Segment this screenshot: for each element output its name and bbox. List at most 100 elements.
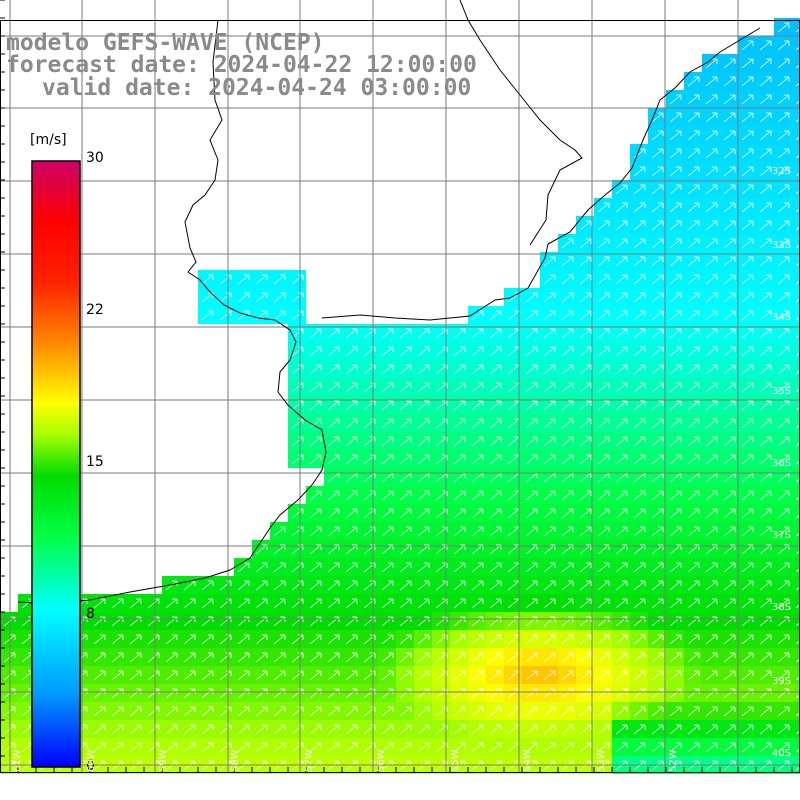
wind-arrow <box>669 256 682 267</box>
wind-arrow <box>615 184 628 195</box>
wind-arrow <box>489 436 502 447</box>
wind-arrow <box>687 382 700 393</box>
wind-arrow <box>633 364 646 375</box>
wind-arrow <box>777 148 790 159</box>
wind-arrow <box>417 382 430 393</box>
wind-cell <box>792 594 800 612</box>
wind-cell <box>792 522 800 540</box>
wind-arrow <box>633 634 646 645</box>
wind-arrow <box>399 382 412 393</box>
coastline-east <box>321 27 761 321</box>
wind-arrow <box>309 634 322 645</box>
wind-arrow <box>741 634 754 645</box>
wind-arrow <box>759 436 772 447</box>
wind-arrow <box>795 532 800 537</box>
wind-arrow <box>615 256 628 267</box>
wind-arrow <box>723 634 736 645</box>
wind-arrow <box>669 526 682 537</box>
wind-arrow <box>669 652 682 663</box>
wind-cell <box>792 450 800 468</box>
wind-arrow <box>651 238 664 249</box>
wind-arrow <box>759 652 772 663</box>
wind-arrow <box>579 580 592 591</box>
wind-arrow <box>525 364 538 375</box>
wind-arrow <box>651 220 664 231</box>
wind-cell <box>792 108 800 126</box>
wind-arrow <box>453 634 466 645</box>
wind-arrow <box>777 418 790 429</box>
wind-arrow <box>741 364 754 375</box>
wind-arrow <box>705 454 718 465</box>
wind-arrow <box>453 328 466 339</box>
wind-arrow <box>399 400 412 411</box>
wind-arrow <box>723 670 736 681</box>
wind-arrow <box>597 346 610 357</box>
wind-arrow <box>597 202 610 213</box>
wind-arrow <box>741 724 754 735</box>
wind-arrow <box>417 436 430 447</box>
coastline-path <box>17 271 327 605</box>
wind-arrow <box>741 526 754 537</box>
wind-arrow <box>633 292 646 303</box>
wind-arrow <box>309 382 322 393</box>
wind-arrow <box>93 724 106 735</box>
wind-arrow <box>777 130 790 141</box>
wind-arrow <box>201 652 214 663</box>
wind-arrow <box>777 742 790 753</box>
wind-arrow <box>111 724 124 735</box>
wind-arrow <box>579 742 592 753</box>
wind-arrow <box>723 742 736 753</box>
wind-arrow <box>345 364 358 375</box>
wind-arrow <box>399 598 412 609</box>
wind-arrow <box>723 526 736 537</box>
wind-cell <box>792 180 800 198</box>
wind-arrow <box>669 220 682 231</box>
wind-arrow <box>741 706 754 717</box>
wind-arrow <box>453 670 466 681</box>
wind-arrow <box>453 526 466 537</box>
wind-arrows <box>3 22 800 771</box>
wind-arrow <box>561 274 574 285</box>
wind-arrow <box>795 496 800 501</box>
wind-arrow <box>543 310 556 321</box>
wind-arrow <box>795 478 800 483</box>
wind-arrow <box>687 76 700 87</box>
wind-arrow <box>651 598 664 609</box>
wind-arrow <box>723 112 736 123</box>
wind-arrow <box>705 94 718 105</box>
wind-arrow <box>345 580 358 591</box>
wind-arrow <box>777 562 790 573</box>
wind-arrow <box>165 670 178 681</box>
wind-arrow <box>237 742 250 753</box>
wind-arrow <box>651 310 664 321</box>
wind-arrow <box>453 400 466 411</box>
wind-arrow <box>525 328 538 339</box>
wind-arrow <box>543 328 556 339</box>
wind-arrow <box>687 652 700 663</box>
wind-arrow <box>543 724 556 735</box>
lon-label-60w: 60W <box>86 749 97 772</box>
wind-arrow <box>705 418 718 429</box>
lat-label-37s: 37S <box>772 530 792 541</box>
wind-arrow <box>93 742 106 753</box>
wind-arrow <box>471 526 484 537</box>
wind-arrow <box>651 184 664 195</box>
colorbar-tick-22: 22 <box>86 302 104 318</box>
wind-arrow <box>111 652 124 663</box>
wind-arrow <box>615 490 628 501</box>
wind-arrow <box>795 46 800 51</box>
wind-arrow <box>651 148 664 159</box>
wind-arrow <box>561 562 574 573</box>
wind-arrow <box>327 508 340 519</box>
wind-cell <box>792 648 800 666</box>
wind-arrow <box>327 598 340 609</box>
wind-arrow <box>543 346 556 357</box>
wind-arrow <box>795 208 800 213</box>
wind-arrow <box>183 634 196 645</box>
wind-arrow <box>345 670 358 681</box>
wind-arrow <box>489 724 502 735</box>
wind-arrow <box>741 418 754 429</box>
wind-arrow <box>597 436 610 447</box>
wind-arrow <box>561 652 574 663</box>
wind-arrow <box>615 652 628 663</box>
